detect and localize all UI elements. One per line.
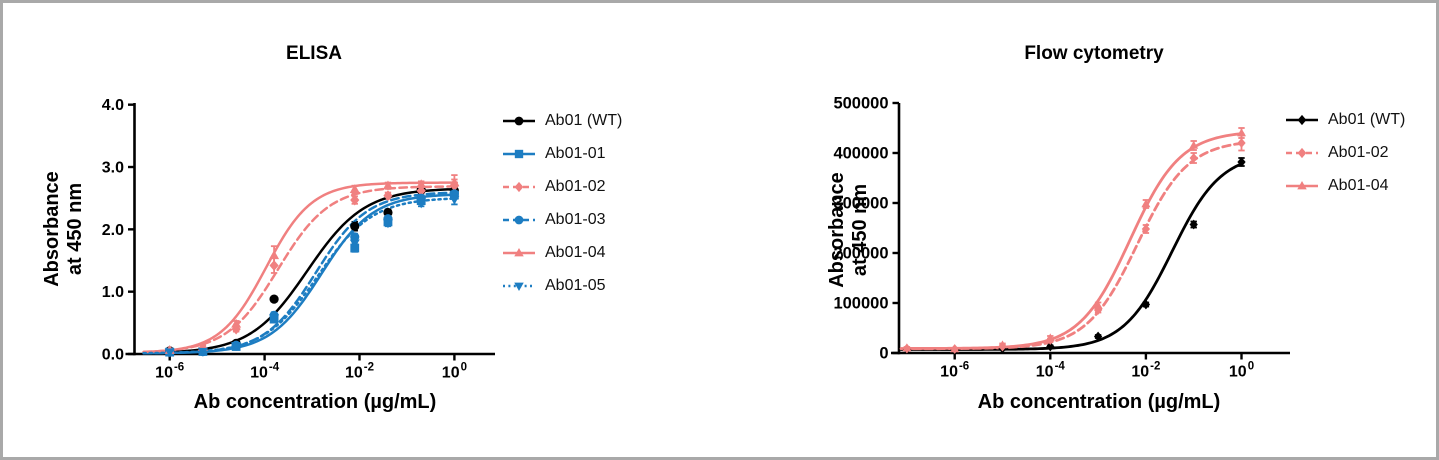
legend-line-marker-sample	[503, 247, 535, 256]
legend-line-marker-sample	[1286, 180, 1318, 189]
x-tick-label: 10-4	[1036, 361, 1066, 381]
charts-canvas: 10-6 10-4 10-2 1000.01.02.03.04.010-6 10-4 10…	[102, 95, 1290, 382]
series-curve	[142, 185, 459, 354]
legend-item-ab01-04: Ab01-04	[1285, 169, 1405, 202]
legend-item-ab01-02: Ab01-02	[1285, 136, 1405, 169]
legend-line-marker-sample	[1286, 114, 1318, 125]
y-tick-label: 3.0	[102, 160, 124, 177]
legend-label: Ab01-05	[545, 276, 606, 294]
legend-line-marker-sample	[1286, 147, 1318, 158]
series-curve	[142, 197, 459, 355]
legend-label: Ab01 (WT)	[1328, 110, 1406, 128]
chart-1: 10-6 10-4 10-2 100 0 100000 200000 300000 400000…	[833, 95, 1290, 381]
legend-item-ab01-03: Ab01-03	[502, 203, 622, 236]
elisa-y-axis-label-line2: at 450 nm	[64, 182, 86, 276]
x-tick-label: 100	[1229, 361, 1254, 381]
y-tick-label: 400000	[833, 145, 888, 163]
legend-label: Ab01 (WT)	[545, 111, 623, 129]
series-curve	[142, 181, 459, 354]
series-errorbars	[166, 189, 458, 355]
series-curve	[142, 191, 459, 355]
legend-line-marker-sample	[503, 116, 535, 125]
series-curve	[142, 193, 459, 355]
y-tick-label: 500000	[833, 95, 888, 113]
series-curve	[142, 187, 459, 355]
series-errorbars	[166, 190, 458, 355]
x-tick-label: 10-6	[940, 361, 969, 381]
legend-label: Ab01-04	[545, 243, 606, 261]
legend-label: Ab01-02	[545, 177, 606, 195]
legend-label: Ab01-01	[545, 144, 606, 162]
x-tick-label: 10-2	[1131, 361, 1160, 381]
legend-item-ab01-wt: Ab01 (WT)	[1285, 103, 1405, 136]
y-tick-label: 100000	[833, 295, 888, 313]
flow-y-axis-label-line1: Absorbance	[826, 172, 848, 288]
series-markers	[164, 195, 460, 358]
series-markers	[902, 138, 1246, 354]
x-tick-label: 10-2	[345, 362, 374, 382]
x-tick-label: 10-6	[155, 362, 184, 382]
series-markers	[165, 189, 459, 357]
flow-legend: Ab01 (WT) Ab01-02 Ab01-04	[1285, 103, 1405, 202]
y-tick-label: 0	[879, 345, 888, 363]
axes	[125, 103, 495, 356]
flow-y-axis-label-line2: at 450 nm	[849, 183, 871, 277]
series-errorbars	[903, 134, 1245, 351]
y-tick-label: 300000	[833, 195, 888, 213]
flow-x-axis-label: Ab concentration (µg/mL)	[977, 391, 1221, 413]
series-markers	[165, 180, 459, 357]
legend-item-ab01-02: Ab01-02	[502, 170, 622, 203]
series-errorbars	[166, 193, 458, 355]
y-tick-label: 2.0	[102, 222, 124, 239]
series-errorbars	[903, 157, 1245, 352]
y-tick-label: 200000	[833, 245, 888, 263]
legend-label: Ab01-02	[1328, 143, 1389, 161]
y-tick-label: 0.0	[102, 347, 124, 364]
series-markers	[165, 190, 459, 357]
y-tick-label: 1.0	[102, 284, 124, 301]
elisa-y-axis-label-line1: Absorbance	[41, 171, 63, 287]
elisa-x-axis-label: Ab concentration (µg/mL)	[193, 391, 437, 413]
legend-label: Ab01-04	[1328, 176, 1389, 194]
elisa-y-axis-label: Absorbance at 450 nm	[41, 171, 87, 287]
legend-line-marker-sample	[503, 282, 535, 291]
x-tick-label: 100	[442, 362, 467, 382]
flow-y-axis-label: Absorbance at 450 nm	[826, 172, 872, 288]
series-markers	[902, 128, 1246, 353]
legend-item-ab01-01: Ab01-01	[502, 137, 622, 170]
elisa-legend: Ab01 (WT) Ab01-01 Ab01-02 Ab01-03 Ab01-04 Ab0…	[502, 104, 622, 302]
x-tick-label: 10-4	[250, 362, 280, 382]
chart-0: 10-6 10-4 10-2 100 0.0 1.0 2.0 3.0 4.0	[102, 97, 495, 382]
series-errorbars	[166, 186, 458, 354]
legend-line-marker-sample	[503, 215, 535, 224]
y-tick-label: 4.0	[102, 97, 124, 114]
legend-line-marker-sample	[503, 181, 535, 192]
series-markers	[165, 185, 459, 356]
legend-item-ab01-wt: Ab01 (WT)	[502, 104, 622, 137]
elisa-chart-title: ELISA	[286, 43, 342, 64]
legend-item-ab01-05: Ab01-05	[502, 269, 622, 302]
legend-label: Ab01-03	[545, 210, 606, 228]
flow-chart-title: Flow cytometry	[1024, 43, 1164, 64]
legend-item-ab01-04: Ab01-04	[502, 236, 622, 269]
series-curve	[899, 132, 1245, 350]
series-curve	[899, 141, 1245, 351]
series-curve	[899, 161, 1245, 351]
axes	[891, 103, 1290, 355]
series-markers	[902, 157, 1246, 355]
legend-line-marker-sample	[503, 149, 535, 158]
